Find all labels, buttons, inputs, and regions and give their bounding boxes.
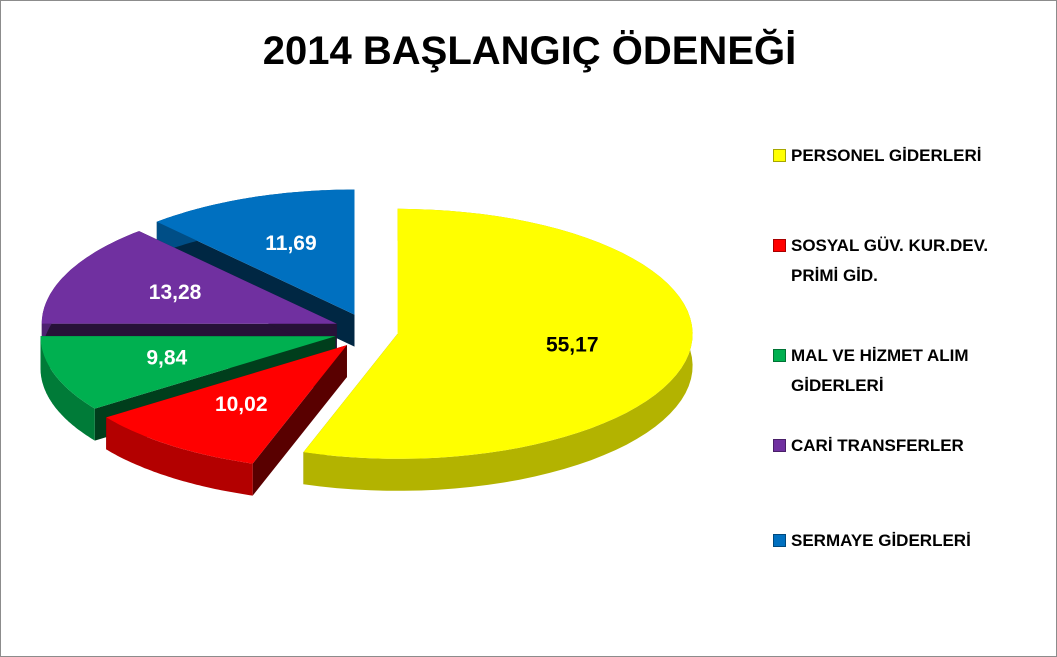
legend-entry: SOSYAL GÜV. KUR.DEV. PRİMİ GİD. <box>773 231 1038 291</box>
slice-side <box>303 208 693 491</box>
legend-label: MAL VE HİZMET ALIM GİDERLERİ <box>791 346 969 395</box>
legend-swatch <box>773 239 786 252</box>
pie-slice <box>303 208 693 491</box>
slice-top <box>303 208 693 459</box>
slice-top <box>156 189 355 315</box>
data-label: 13,28 <box>149 281 202 304</box>
legend-entry: PERSONEL GİDERLERİ <box>773 141 1038 171</box>
legend-label: SERMAYE GİDERLERİ <box>791 531 971 550</box>
legend-swatch <box>773 349 786 362</box>
slice-side <box>40 336 95 441</box>
legend-label: PERSONEL GİDERLERİ <box>791 146 982 165</box>
legend-swatch <box>773 534 786 547</box>
legend-entry: SERMAYE GİDERLERİ <box>773 526 1038 556</box>
slice-top <box>41 231 337 324</box>
data-label: 11,69 <box>265 232 316 255</box>
legend-swatch <box>773 439 786 452</box>
legend-swatch <box>773 149 786 162</box>
legend-label: CARİ TRANSFERLER <box>791 436 964 455</box>
slice-top <box>40 336 336 409</box>
legend-label: SOSYAL GÜV. KUR.DEV. PRİMİ GİD. <box>791 236 989 285</box>
data-label: 10,02 <box>215 393 268 416</box>
pie-slice <box>106 345 347 496</box>
pie-plot: 11,69 13,28 55,17 9,84 10,02 <box>40 189 693 496</box>
data-label: 9,84 <box>146 347 187 370</box>
legend-entry: CARİ TRANSFERLER <box>773 431 1038 461</box>
data-label: 55,17 <box>546 334 599 357</box>
legend-entry: MAL VE HİZMET ALIM GİDERLERİ <box>773 341 1038 401</box>
slice-top <box>106 345 347 464</box>
slice-side <box>106 417 253 496</box>
chart-title: 2014 BAŞLANGIÇ ÖDENEĞİ <box>262 29 797 73</box>
